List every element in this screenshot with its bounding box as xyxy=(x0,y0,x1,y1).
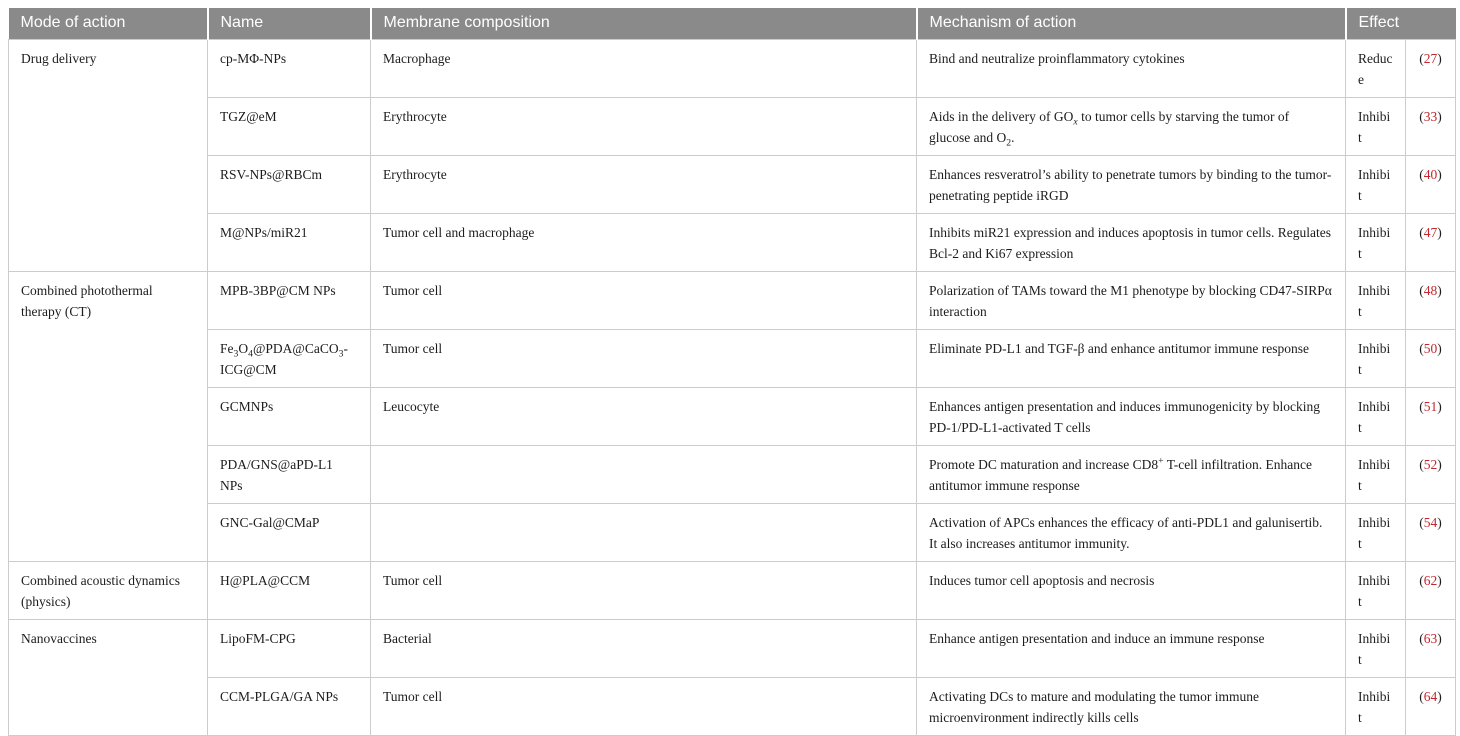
table-row: Drug delivery cp-MΦ-NPs Macrophage Bind and… xyxy=(8,39,1456,272)
mechanism-of-action-cell: Promote DC maturation and increase CD8+ … xyxy=(916,445,1346,504)
mechanism-of-action-cell: Enhances antigen presentation and induce… xyxy=(916,387,1346,446)
citation-reference-link[interactable]: 40 xyxy=(1423,167,1438,182)
citation-cell: (47) xyxy=(1405,213,1456,272)
citation-cell: (52) xyxy=(1405,445,1456,504)
mechanism-of-action-cell: Activation of APCs enhances the efficacy… xyxy=(916,503,1346,562)
citation-reference-link[interactable]: 51 xyxy=(1423,399,1438,414)
citation-cell: (51) xyxy=(1405,387,1456,446)
effect-cell: Inhibit xyxy=(1345,677,1406,736)
table-row: GNC-Gal@CMaP Activation of APCs enhances … xyxy=(9,503,1456,562)
name-cell: MPB-3BP@CM NPs xyxy=(207,271,371,330)
mechanism-of-action-cell: Eliminate PD-L1 and TGF-β and enhance an… xyxy=(916,329,1346,388)
citation-reference-link[interactable]: 62 xyxy=(1423,573,1438,588)
effect-cell: Inhibit xyxy=(1345,271,1406,330)
membrane-composition-cell: Erythrocyte xyxy=(370,97,917,156)
table-row: M@NPs/miR21 Tumor cell and macrophage Inhi… xyxy=(9,213,1456,272)
table-row: GCMNPs Leucocyte Enhances antigen presenta… xyxy=(9,387,1456,446)
name-cell: GNC-Gal@CMaP xyxy=(207,503,371,562)
name-cell: PDA/GNS@aPD-L1 NPs xyxy=(207,445,371,504)
column-header-mode-of-action: Mode of action xyxy=(8,8,208,40)
membrane-composition-cell: Erythrocyte xyxy=(370,155,917,214)
mechanism-of-action-cell: Aids in the delivery of GOx to tumor cel… xyxy=(916,97,1346,156)
column-header-effect: Effect xyxy=(1344,8,1456,40)
mechanism-of-action-cell: Inhibits miR21 expression and induces ap… xyxy=(916,213,1346,272)
name-cell: CCM-PLGA/GA NPs xyxy=(207,677,371,736)
mechanism-of-action-cell: Polarization of TAMs toward the M1 pheno… xyxy=(916,271,1346,330)
name-cell: H@PLA@CCM xyxy=(207,561,371,620)
membrane-composition-cell: Tumor cell xyxy=(370,561,917,620)
citation-cell: (63) xyxy=(1405,619,1456,678)
effect-cell: Inhibit xyxy=(1345,445,1406,504)
citation-reference-link[interactable]: 64 xyxy=(1423,689,1438,704)
membrane-composition-cell: Tumor cell and macrophage xyxy=(370,213,917,272)
name-cell: Fe3O4@PDA@CaCO3-ICG@CM xyxy=(207,329,371,388)
name-cell: RSV-NPs@RBCm xyxy=(207,155,371,214)
column-header-membrane-composition: Membrane composition xyxy=(369,8,917,40)
table-row: Fe3O4@PDA@CaCO3-ICG@CM Tumor cell Eliminat… xyxy=(9,329,1456,388)
effect-cell: Inhibit xyxy=(1345,619,1406,678)
citation-cell: (62) xyxy=(1405,561,1456,620)
effect-cell: Inhibit xyxy=(1345,503,1406,562)
name-cell: M@NPs/miR21 xyxy=(207,213,371,272)
table-row: Combined acoustic dynamics (physics) H@PL… xyxy=(8,561,1456,620)
name-cell: LipoFM-CPG xyxy=(207,619,371,678)
membrane-composition-cell xyxy=(370,445,917,504)
table-row: PDA/GNS@aPD-L1 NPs Promote DC maturation … xyxy=(9,445,1456,504)
mechanism-of-action-cell: Activating DCs to mature and modulating … xyxy=(916,677,1346,736)
citation-cell: (64) xyxy=(1405,677,1456,736)
table-row: RSV-NPs@RBCm Erythrocyte Enhances resverat… xyxy=(9,155,1456,214)
citation-cell: (48) xyxy=(1405,271,1456,330)
name-cell: GCMNPs xyxy=(207,387,371,446)
membrane-composition-cell: Bacterial xyxy=(370,619,917,678)
mechanism-of-action-cell: Bind and neutralize proinflammatory cyto… xyxy=(916,39,1346,98)
citation-reference-link[interactable]: 50 xyxy=(1423,341,1438,356)
membrane-composition-cell: Macrophage xyxy=(370,39,917,98)
citation-reference-link[interactable]: 27 xyxy=(1423,51,1438,66)
membrane-composition-cell: Tumor cell xyxy=(370,329,917,388)
column-header-mechanism-of-action: Mechanism of action xyxy=(915,8,1346,40)
citation-reference-link[interactable]: 33 xyxy=(1423,109,1438,124)
name-cell: cp-MΦ-NPs xyxy=(207,39,371,98)
table-row: Combined photothermal therapy (CT) MPB-3B… xyxy=(8,271,1456,562)
membrane-composition-cell: Tumor cell xyxy=(370,271,917,330)
column-header-name: Name xyxy=(206,8,371,40)
citation-cell: (33) xyxy=(1405,97,1456,156)
header-row: Mode of action Name Membrane composition… xyxy=(8,8,1456,40)
nanoparticle-therapy-table: Mode of action Name Membrane composition… xyxy=(8,8,1456,736)
mode-of-action-cell: Drug delivery xyxy=(8,39,208,272)
effect-cell: Inhibit xyxy=(1345,155,1406,214)
citation-reference-link[interactable]: 47 xyxy=(1423,225,1438,240)
citation-cell: (50) xyxy=(1405,329,1456,388)
name-cell: TGZ@eM xyxy=(207,97,371,156)
effect-cell: Reduce xyxy=(1345,39,1406,98)
effect-cell: Inhibit xyxy=(1345,387,1406,446)
table-row: TGZ@eM Erythrocyte Aids in the delivery of… xyxy=(9,97,1456,156)
citation-reference-link[interactable]: 52 xyxy=(1423,457,1438,472)
citation-reference-link[interactable]: 63 xyxy=(1423,631,1438,646)
mode-of-action-cell: Combined photothermal therapy (CT) xyxy=(8,271,208,562)
table-row: Nanovaccines LipoFM-CPG Bacterial Enhance a… xyxy=(8,619,1456,736)
membrane-composition-cell xyxy=(370,503,917,562)
mechanism-of-action-cell: Induces tumor cell apoptosis and necrosi… xyxy=(916,561,1346,620)
citation-cell: (40) xyxy=(1405,155,1456,214)
membrane-composition-cell: Tumor cell xyxy=(370,677,917,736)
mode-of-action-cell: Nanovaccines xyxy=(8,619,208,736)
citation-cell: (54) xyxy=(1405,503,1456,562)
table-body: Drug delivery cp-MΦ-NPs Macrophage Bind and… xyxy=(8,39,1456,736)
effect-cell: Inhibit xyxy=(1345,97,1406,156)
paper-table-container: Mode of action Name Membrane composition… xyxy=(8,8,1456,736)
effect-cell: Inhibit xyxy=(1345,329,1406,388)
citation-reference-link[interactable]: 54 xyxy=(1423,515,1438,530)
effect-cell: Inhibit xyxy=(1345,561,1406,620)
citation-cell: (27) xyxy=(1405,39,1456,98)
mode-of-action-cell: Combined acoustic dynamics (physics) xyxy=(8,561,208,620)
mechanism-of-action-cell: Enhances resveratrol’s ability to penetr… xyxy=(916,155,1346,214)
effect-cell: Inhibit xyxy=(1345,213,1406,272)
mechanism-of-action-cell: Enhance antigen presentation and induce … xyxy=(916,619,1346,678)
table-row: CCM-PLGA/GA NPs Tumor cell Activating DCs … xyxy=(9,677,1456,736)
citation-reference-link[interactable]: 48 xyxy=(1423,283,1438,298)
membrane-composition-cell: Leucocyte xyxy=(370,387,917,446)
